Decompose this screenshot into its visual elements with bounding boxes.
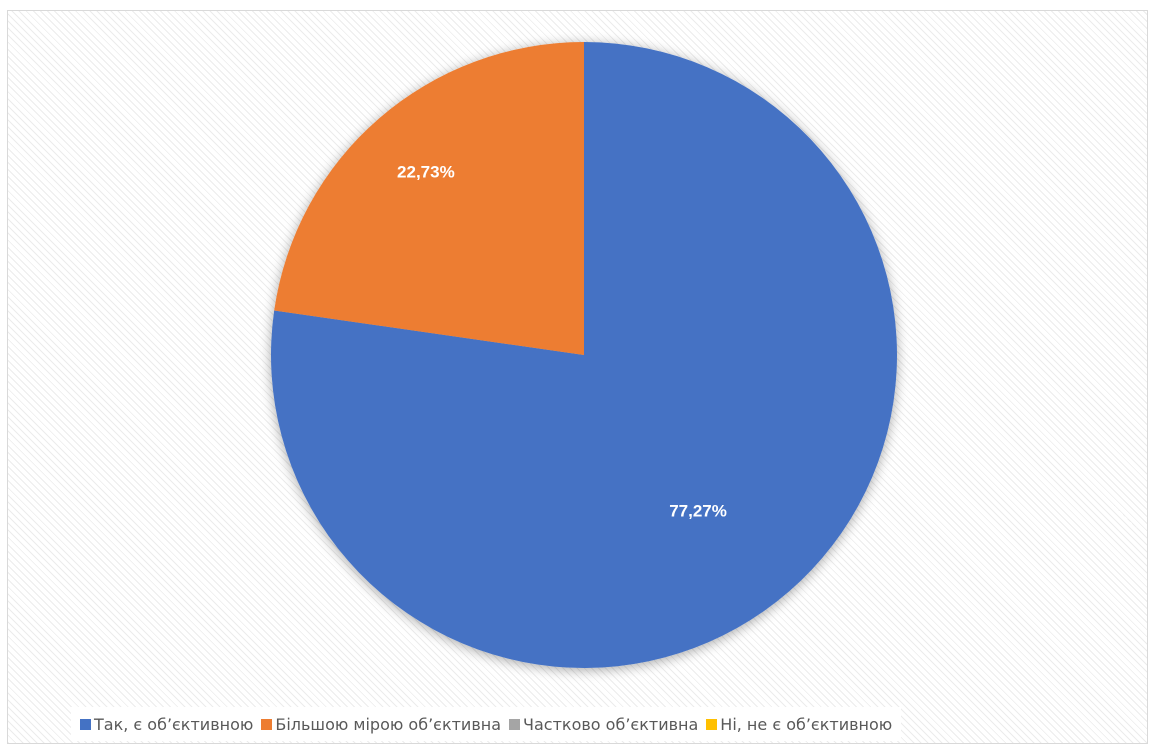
pie-chart: 77,27% 22,73% (270, 42, 897, 668)
legend-swatch (706, 718, 718, 730)
chart-area: 77,27% 22,73% Так, є об’єктивною Більшою м… (7, 10, 1148, 744)
legend-item: Частково об’єктивна (509, 715, 698, 734)
legend-item: Ні, не є об’єктивною (706, 715, 892, 734)
pie-slice (274, 42, 584, 355)
data-label: 22,73% (397, 163, 455, 182)
legend-swatch (509, 718, 521, 730)
legend-item: Так, є об’єктивною (80, 715, 253, 734)
legend-label: Частково об’єктивна (523, 714, 699, 734)
legend-swatch (261, 718, 273, 730)
legend: Так, є об’єктивною Більшою мірою об’єктив… (71, 707, 902, 741)
legend-item: Більшою мірою об’єктивна (261, 715, 501, 734)
legend-label: Ні, не є об’єктивною (720, 714, 893, 734)
data-label: 77,27% (669, 501, 727, 520)
pie-slices (270, 42, 897, 668)
legend-label: Більшою мірою об’єктивна (275, 714, 502, 734)
legend-label: Так, є об’єктивною (94, 714, 254, 734)
legend-swatch (80, 718, 91, 730)
